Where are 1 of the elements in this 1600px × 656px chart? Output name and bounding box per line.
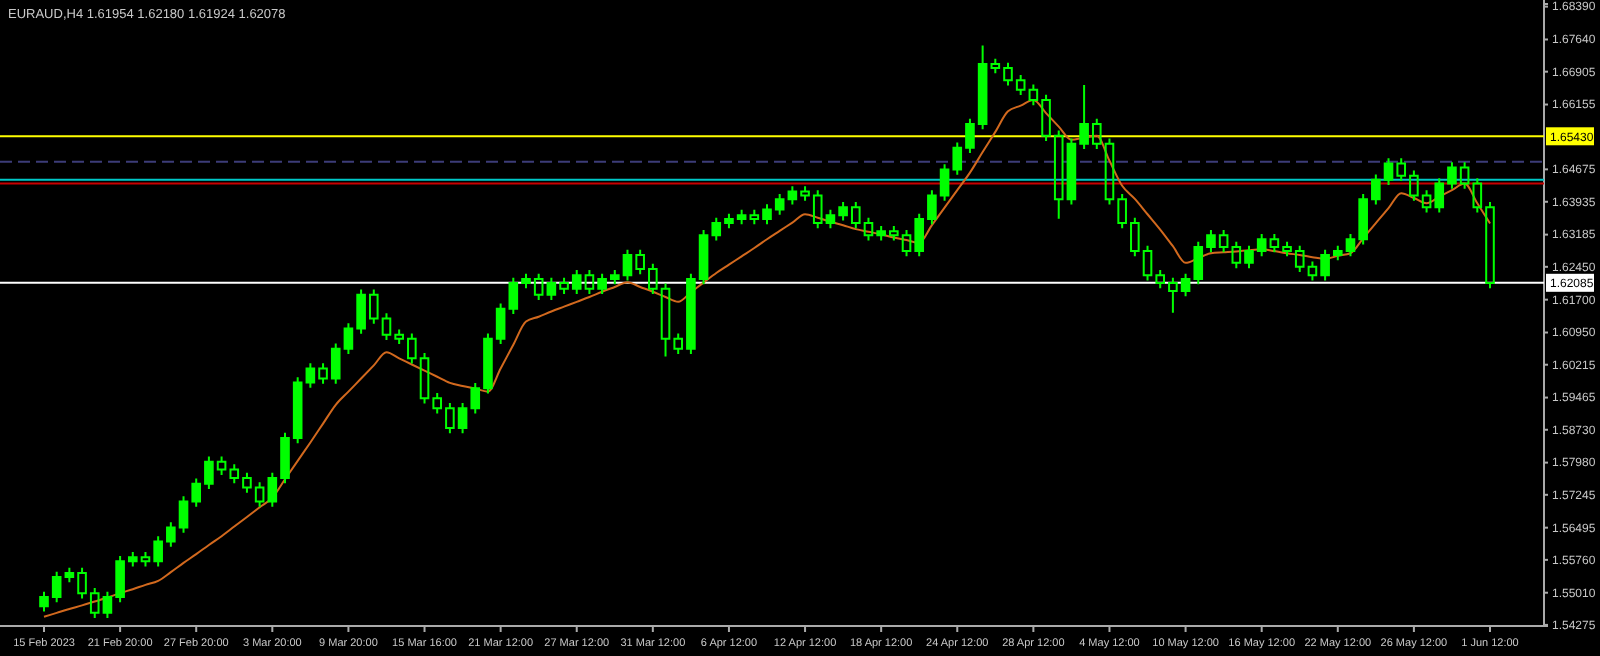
line-series: [43, 98, 1491, 618]
